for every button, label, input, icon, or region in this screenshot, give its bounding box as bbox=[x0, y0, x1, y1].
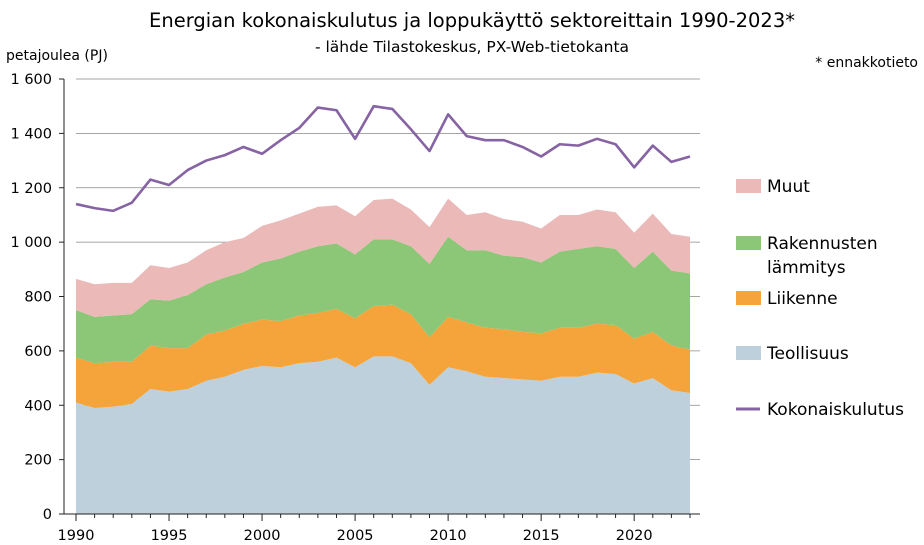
y-tick-label: 1 400 bbox=[10, 126, 52, 142]
y-tick-label: 600 bbox=[24, 344, 52, 360]
y-tick-label: 400 bbox=[24, 398, 52, 414]
legend-swatch bbox=[736, 291, 761, 305]
area-teollisuus bbox=[76, 356, 690, 514]
x-tick-label: 1990 bbox=[58, 528, 95, 544]
x-tick-label: 1995 bbox=[151, 528, 188, 544]
legend-swatch bbox=[736, 346, 761, 360]
x-tick-label: 2005 bbox=[337, 528, 374, 544]
legend-label: Muut bbox=[767, 177, 810, 197]
legend-label: lämmitys bbox=[767, 258, 846, 278]
x-tick-label: 2020 bbox=[616, 528, 653, 544]
footnote: * ennakkotieto bbox=[815, 55, 918, 71]
legend-swatch bbox=[736, 179, 761, 193]
y-tick-label: 1 200 bbox=[10, 181, 52, 197]
total-line bbox=[75, 104, 691, 213]
legend-label: Kokonaiskulutus bbox=[767, 400, 904, 420]
axes: 0 200 400 600 800 1 000 1 200 1 400 1 600 1990 199… bbox=[10, 72, 700, 544]
chart-subtitle: - lähde Tilastokeskus, PX-Web-tietokanta bbox=[315, 38, 629, 56]
line-kokonaiskulutus bbox=[75, 104, 691, 213]
y-tick-label: 1 000 bbox=[10, 235, 52, 251]
x-tick-label: 2015 bbox=[523, 528, 560, 544]
stacked-areas bbox=[76, 198, 690, 514]
area-rakennusten-l-mmitys bbox=[76, 236, 690, 364]
legend: Muut Rakennusten lämmitys Liikenne Teollisuu… bbox=[736, 177, 904, 420]
y-axis-label: petajoulea (PJ) bbox=[6, 48, 108, 64]
legend-label: Rakennusten bbox=[767, 234, 878, 254]
y-tick-label: 1 600 bbox=[10, 72, 52, 88]
x-tick-label: 2000 bbox=[244, 528, 281, 544]
y-tick-label: 0 bbox=[43, 507, 52, 523]
area-liikenne bbox=[76, 304, 690, 408]
area-muut bbox=[76, 198, 690, 317]
y-tick-label: 200 bbox=[24, 453, 52, 469]
x-tick-label: 2010 bbox=[430, 528, 467, 544]
legend-label: Liikenne bbox=[767, 289, 838, 309]
chart-title: Energian kokonaiskulutus ja loppukäyttö … bbox=[149, 9, 795, 32]
legend-label: Teollisuus bbox=[766, 344, 849, 364]
legend-swatch bbox=[736, 236, 761, 250]
y-tick-label: 800 bbox=[24, 290, 52, 306]
